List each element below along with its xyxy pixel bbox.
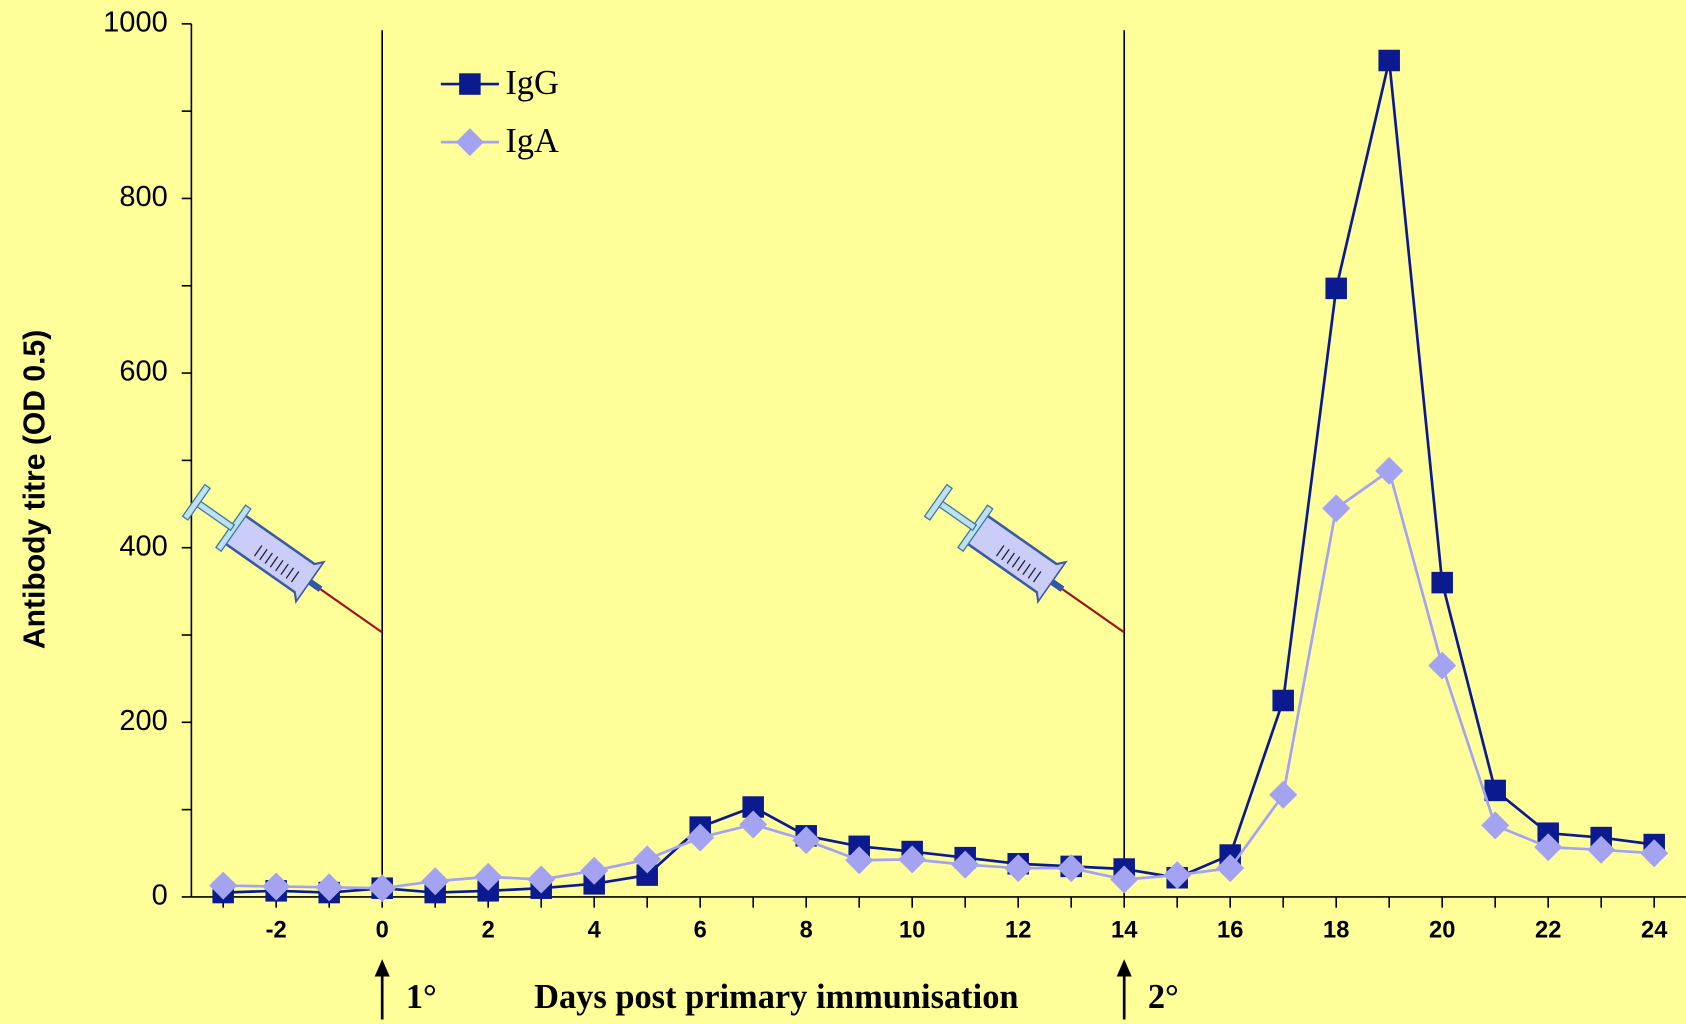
x-tick-label: 4: [588, 918, 602, 944]
graduation: [995, 545, 1005, 557]
x-tick-label: 10: [899, 918, 925, 944]
marker: [1640, 839, 1669, 868]
graduation: [269, 556, 279, 568]
graduation: [1001, 548, 1010, 561]
marker: [1269, 780, 1298, 809]
y-tick-label: 0: [152, 880, 168, 912]
plunger: [194, 499, 236, 532]
graduation: [1006, 552, 1015, 564]
marker: [636, 864, 658, 886]
y-tick-label: 600: [119, 356, 167, 388]
marker: [1057, 854, 1086, 883]
x-tick-label: 14: [1111, 918, 1138, 944]
graduation: [280, 563, 289, 575]
graduation: [290, 571, 300, 583]
marker: [1216, 854, 1245, 883]
x-tick-label: 18: [1323, 918, 1349, 944]
x-tick-label: 6: [694, 918, 707, 944]
marker: [1484, 779, 1506, 802]
needle-hub: [1050, 579, 1065, 592]
x-tick-label: 20: [1429, 918, 1455, 944]
x-tick-label: 2: [482, 918, 495, 944]
y-axis-label: Antibody titre (OD 0.5): [19, 330, 52, 649]
x-tick-label: 8: [800, 918, 813, 944]
graduation: [1032, 571, 1042, 583]
marker: [580, 856, 609, 885]
x-tick-label: 0: [376, 918, 389, 944]
graduation: [1017, 559, 1026, 572]
legend-marker: [459, 73, 481, 95]
marker: [1325, 277, 1347, 300]
marker: [951, 850, 980, 879]
marker: [633, 845, 662, 874]
plunger: [936, 499, 978, 532]
marker: [1322, 494, 1351, 523]
syringe: [181, 483, 383, 634]
marker: [474, 862, 503, 891]
graduation: [1027, 567, 1037, 579]
immunisation-label: 2°: [1148, 978, 1179, 1016]
arrow-head: [374, 959, 390, 977]
marker: [1378, 49, 1400, 72]
legend-label: IgG: [505, 64, 558, 102]
marker: [421, 867, 450, 896]
arrow-head: [1116, 959, 1132, 977]
needle: [319, 588, 383, 634]
series-line: [223, 468, 1655, 890]
legend-label: IgA: [505, 122, 559, 160]
plunger-head: [181, 483, 211, 521]
y-tick-label: 1000: [103, 7, 168, 39]
x-tick-label: 12: [1005, 918, 1031, 944]
plunger-head: [923, 483, 953, 521]
y-tick-label: 800: [119, 181, 167, 213]
series-line: [223, 60, 1655, 894]
marker: [742, 796, 764, 818]
graduation: [275, 559, 284, 572]
x-tick-label: -2: [266, 918, 287, 944]
marker: [898, 845, 927, 874]
marker: [1428, 651, 1457, 680]
x-tick-label: 16: [1217, 918, 1243, 944]
y-tick-label: 400: [119, 530, 167, 562]
x-axis-label: Days post primary immunisation: [534, 978, 1018, 1016]
graduation: [1022, 563, 1031, 575]
x-tick-label: 22: [1535, 918, 1561, 944]
graduation: [253, 545, 263, 557]
marker: [315, 873, 344, 902]
marker: [262, 872, 291, 901]
marker: [1272, 689, 1294, 712]
needle: [1061, 588, 1125, 634]
legend-marker: [455, 128, 484, 157]
marker: [1534, 833, 1563, 862]
graduation: [285, 567, 295, 579]
graduation: [264, 552, 273, 564]
needle-hub: [308, 579, 323, 592]
immunisation-label: 1°: [406, 978, 437, 1016]
x-tick-label: 24: [1641, 918, 1668, 944]
marker: [1481, 811, 1510, 840]
graduation: [259, 548, 268, 561]
marker: [1375, 456, 1404, 485]
y-tick-label: 200: [119, 705, 167, 737]
syringe: [923, 483, 1125, 634]
graduation: [1011, 556, 1021, 568]
marker: [1431, 571, 1453, 594]
